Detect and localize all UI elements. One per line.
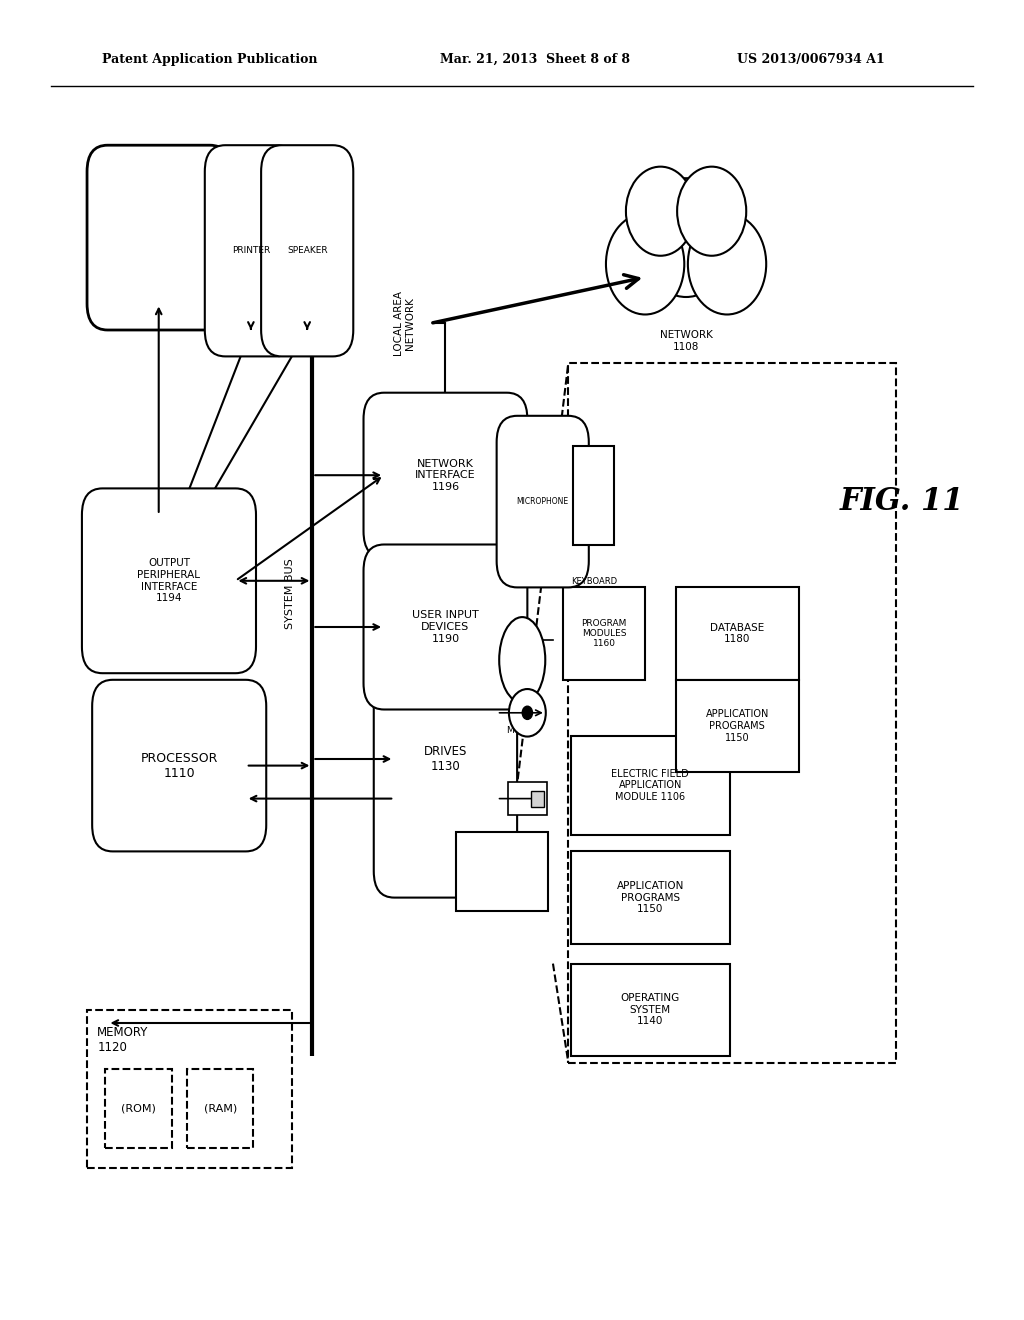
Text: USER INPUT
DEVICES
1190: USER INPUT DEVICES 1190: [412, 610, 479, 644]
Text: (RAM): (RAM): [204, 1104, 237, 1114]
Text: APPLICATION
PROGRAMS
1150: APPLICATION PROGRAMS 1150: [616, 880, 684, 915]
Text: LOCAL AREA
NETWORK: LOCAL AREA NETWORK: [393, 290, 416, 356]
Circle shape: [606, 214, 684, 314]
Bar: [676, 587, 799, 680]
FancyBboxPatch shape: [497, 416, 589, 587]
Text: FIG. 11: FIG. 11: [840, 486, 965, 517]
Circle shape: [509, 689, 546, 737]
Text: Mar. 21, 2013  Sheet 8 of 8: Mar. 21, 2013 Sheet 8 of 8: [440, 53, 631, 66]
Text: PROGRAM
MODULES
1160: PROGRAM MODULES 1160: [582, 619, 627, 648]
Ellipse shape: [500, 618, 545, 704]
Bar: [186, 1069, 254, 1148]
Bar: [568, 363, 896, 1063]
Text: ELECTRIC FIELD
APPLICATION
MODULE 1106: ELECTRIC FIELD APPLICATION MODULE 1106: [611, 768, 689, 803]
Text: OPERATING
SYSTEM
1140: OPERATING SYSTEM 1140: [621, 993, 680, 1027]
Circle shape: [688, 214, 766, 314]
Text: SPEAKER: SPEAKER: [287, 247, 328, 255]
Text: Patent Application Publication: Patent Application Publication: [102, 53, 317, 66]
Bar: [571, 735, 729, 834]
Circle shape: [640, 178, 732, 297]
FancyBboxPatch shape: [364, 544, 527, 710]
Bar: [573, 446, 614, 544]
Text: NETWORK
INTERFACE
1196: NETWORK INTERFACE 1196: [415, 458, 476, 492]
Text: KEYBOARD: KEYBOARD: [570, 578, 617, 586]
FancyBboxPatch shape: [82, 488, 256, 673]
Text: DRIVES
1130: DRIVES 1130: [424, 744, 467, 774]
Text: NETWORK
1108: NETWORK 1108: [659, 330, 713, 351]
Text: DATABASE
1180: DATABASE 1180: [711, 623, 764, 644]
Text: MEMORY
1120: MEMORY 1120: [97, 1026, 148, 1053]
Bar: [105, 1069, 172, 1148]
Bar: [563, 587, 645, 680]
FancyBboxPatch shape: [261, 145, 353, 356]
Text: OUTPUT
PERIPHERAL
INTERFACE
1194: OUTPUT PERIPHERAL INTERFACE 1194: [137, 558, 201, 603]
Circle shape: [677, 166, 746, 256]
Text: PRINTER: PRINTER: [231, 247, 270, 255]
Text: (ROM): (ROM): [121, 1104, 156, 1114]
Text: MICROPHONE: MICROPHONE: [517, 498, 568, 506]
FancyBboxPatch shape: [205, 145, 297, 356]
FancyBboxPatch shape: [374, 620, 517, 898]
Bar: [456, 832, 548, 911]
Bar: [676, 680, 799, 772]
Bar: [571, 964, 729, 1056]
Circle shape: [626, 166, 695, 256]
Text: 112: 112: [133, 594, 160, 607]
Text: APPLICATION
PROGRAMS
1150: APPLICATION PROGRAMS 1150: [706, 709, 769, 743]
FancyBboxPatch shape: [92, 680, 266, 851]
Text: SYSTEM BUS: SYSTEM BUS: [285, 558, 295, 630]
Bar: [87, 1010, 292, 1168]
Bar: [571, 851, 729, 944]
Bar: [508, 781, 547, 814]
Text: US 2013/0067934 A1: US 2013/0067934 A1: [737, 53, 885, 66]
Bar: [531, 791, 544, 807]
Text: MOUSE: MOUSE: [506, 726, 539, 735]
FancyBboxPatch shape: [87, 145, 230, 330]
FancyBboxPatch shape: [364, 393, 527, 557]
Circle shape: [522, 706, 532, 719]
Text: PROCESSOR
1110: PROCESSOR 1110: [140, 751, 218, 780]
